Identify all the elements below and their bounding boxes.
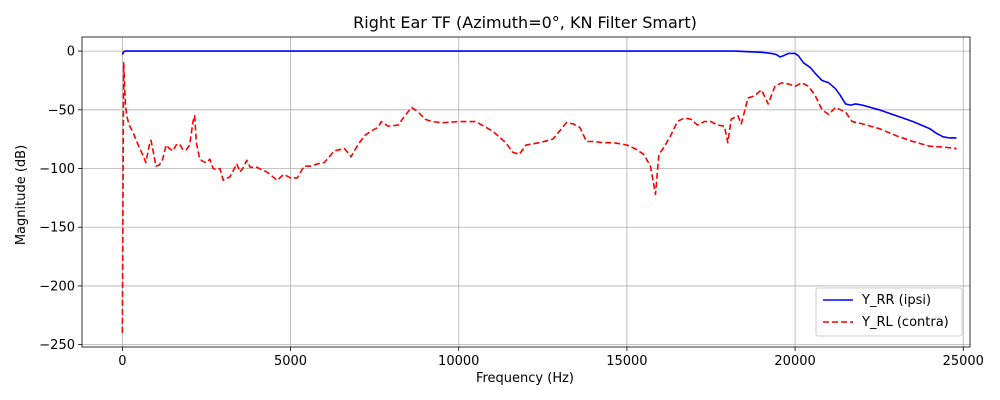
- series-line-y-rr: [121, 50, 957, 139]
- y-tick-label: −250: [39, 338, 75, 353]
- plot-frame: [81, 36, 971, 348]
- y-tick-label: 0: [67, 45, 75, 60]
- legend-entry-y-rl: Y_RL (contra): [861, 315, 949, 330]
- y-tick-label: −100: [39, 162, 75, 177]
- legend-entry-y-rr: Y_RR (ipsi): [861, 293, 931, 308]
- x-tick-label: 5000: [274, 354, 307, 369]
- series-line-y-rl: [121, 62, 957, 333]
- axis-ticks: 0 5000 10000 15000 20000 25000 0 −50 −100 −150 −20…: [39, 45, 984, 369]
- plot-area: [121, 50, 957, 333]
- chart-title: Right Ear TF (Azimuth=0°, KN Filter Smar…: [353, 13, 697, 32]
- x-axis-label: Frequency (Hz): [476, 371, 574, 386]
- x-tick-label: 15000: [606, 354, 647, 369]
- legend: Y_RR (ipsi) Y_RL (contra): [815, 287, 963, 337]
- x-tick-label: 0: [118, 354, 126, 369]
- x-tick-label: 25000: [943, 354, 984, 369]
- x-tick-label: 10000: [438, 354, 479, 369]
- y-tick-label: −200: [39, 279, 75, 294]
- x-tick-label: 20000: [774, 354, 815, 369]
- y-tick-label: −50: [48, 103, 75, 118]
- y-tick-label: −150: [39, 221, 75, 236]
- y-axis-label: Magnitude (dB): [14, 145, 29, 245]
